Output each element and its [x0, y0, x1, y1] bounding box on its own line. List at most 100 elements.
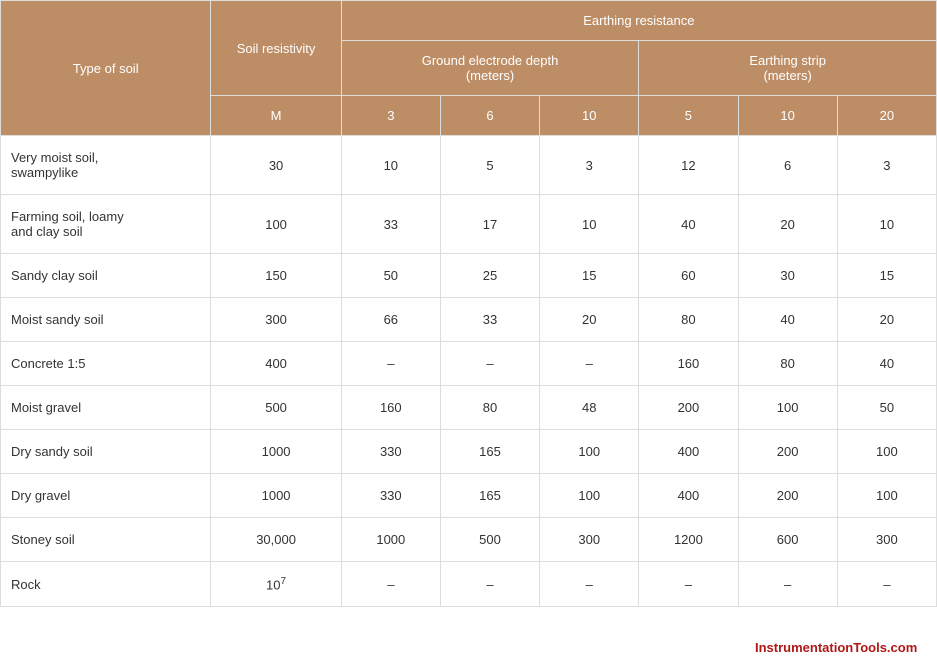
header-type-of-soil: Type of soil [1, 1, 211, 136]
cell-value: 20 [837, 298, 936, 342]
cell-value: 400 [639, 430, 738, 474]
table-row: Rock107–––––– [1, 562, 937, 607]
cell-value: 30 [738, 254, 837, 298]
cell-resistivity: 400 [211, 342, 341, 386]
soil-earthing-table: Type of soil Soil resistivity Earthing r… [0, 0, 937, 607]
cell-value: 300 [837, 518, 936, 562]
header-earthing-strip: Earthing strip (meters) [639, 41, 937, 96]
header-strip-20: 20 [837, 96, 936, 136]
table-row: Very moist soil,swampylike3010531263 [1, 136, 937, 195]
cell-value: 20 [540, 298, 639, 342]
header-ground-line2: (meters) [466, 68, 514, 83]
cell-value: 200 [738, 430, 837, 474]
table-row: Moist gravel500160804820010050 [1, 386, 937, 430]
cell-value: 15 [540, 254, 639, 298]
cell-value: 15 [837, 254, 936, 298]
table-row: Dry sandy soil1000330165100400200100 [1, 430, 937, 474]
cell-value: 600 [738, 518, 837, 562]
cell-value: 100 [540, 430, 639, 474]
table-row: Stoney soil30,00010005003001200600300 [1, 518, 937, 562]
cell-value: 500 [440, 518, 539, 562]
cell-resistivity: 107 [211, 562, 341, 607]
cell-value: 12 [639, 136, 738, 195]
cell-value: 10 [837, 195, 936, 254]
cell-soil-type: Moist gravel [1, 386, 211, 430]
header-earthing-resistance: Earthing resistance [341, 1, 936, 41]
cell-value: 10 [341, 136, 440, 195]
cell-value: 100 [738, 386, 837, 430]
cell-value: 100 [837, 430, 936, 474]
cell-soil-type: Moist sandy soil [1, 298, 211, 342]
cell-soil-type: Dry sandy soil [1, 430, 211, 474]
cell-value: – [341, 562, 440, 607]
cell-value: – [540, 342, 639, 386]
cell-value: 330 [341, 474, 440, 518]
watermark-text: InstrumentationTools.com [755, 640, 917, 655]
cell-soil-type: Dry gravel [1, 474, 211, 518]
cell-soil-type: Sandy clay soil [1, 254, 211, 298]
cell-soil-type: Farming soil, loamyand clay soil [1, 195, 211, 254]
cell-value: – [639, 562, 738, 607]
table-body: Very moist soil,swampylike3010531263Farm… [1, 136, 937, 607]
header-strip-line1: Earthing strip [749, 53, 826, 68]
cell-value: 3 [540, 136, 639, 195]
header-ground-electrode: Ground electrode depth (meters) [341, 41, 639, 96]
cell-resistivity: 1000 [211, 430, 341, 474]
cell-value: 66 [341, 298, 440, 342]
cell-value: 6 [738, 136, 837, 195]
cell-value: 10 [540, 195, 639, 254]
table-row: Dry gravel1000330165100400200100 [1, 474, 937, 518]
header-strip-line2: (meters) [763, 68, 811, 83]
header-strip-5: 5 [639, 96, 738, 136]
cell-soil-type: Very moist soil,swampylike [1, 136, 211, 195]
cell-value: 25 [440, 254, 539, 298]
cell-value: 165 [440, 430, 539, 474]
table-row: Moist sandy soil300663320804020 [1, 298, 937, 342]
cell-value: – [440, 562, 539, 607]
cell-value: 80 [738, 342, 837, 386]
cell-value: 80 [440, 386, 539, 430]
cell-value: 50 [341, 254, 440, 298]
cell-resistivity: 500 [211, 386, 341, 430]
header-depth-6: 6 [440, 96, 539, 136]
cell-resistivity: 30 [211, 136, 341, 195]
cell-value: 165 [440, 474, 539, 518]
cell-value: – [341, 342, 440, 386]
cell-value: – [837, 562, 936, 607]
cell-value: 33 [440, 298, 539, 342]
cell-resistivity: 30,000 [211, 518, 341, 562]
cell-value: 100 [540, 474, 639, 518]
cell-value: 20 [738, 195, 837, 254]
cell-resistivity: 150 [211, 254, 341, 298]
cell-value: 1000 [341, 518, 440, 562]
cell-soil-type: Stoney soil [1, 518, 211, 562]
cell-value: 5 [440, 136, 539, 195]
table-row: Farming soil, loamyand clay soil10033171… [1, 195, 937, 254]
cell-value: 17 [440, 195, 539, 254]
table-row: Sandy clay soil150502515603015 [1, 254, 937, 298]
cell-value: 3 [837, 136, 936, 195]
header-ground-line1: Ground electrode depth [422, 53, 559, 68]
cell-value: 200 [639, 386, 738, 430]
cell-value: 160 [639, 342, 738, 386]
table-header: Type of soil Soil resistivity Earthing r… [1, 1, 937, 136]
cell-soil-type: Concrete 1:5 [1, 342, 211, 386]
header-unit-m: M [211, 96, 341, 136]
cell-resistivity: 300 [211, 298, 341, 342]
cell-value: 400 [639, 474, 738, 518]
cell-value: 200 [738, 474, 837, 518]
table-row: Concrete 1:5400–––1608040 [1, 342, 937, 386]
cell-value: – [738, 562, 837, 607]
cell-value: 160 [341, 386, 440, 430]
header-strip-10: 10 [738, 96, 837, 136]
cell-value: 40 [738, 298, 837, 342]
cell-value: 60 [639, 254, 738, 298]
cell-value: 80 [639, 298, 738, 342]
header-depth-3: 3 [341, 96, 440, 136]
cell-value: 33 [341, 195, 440, 254]
cell-value: 40 [837, 342, 936, 386]
cell-value: – [440, 342, 539, 386]
cell-value: 300 [540, 518, 639, 562]
cell-value: 40 [639, 195, 738, 254]
cell-resistivity: 1000 [211, 474, 341, 518]
